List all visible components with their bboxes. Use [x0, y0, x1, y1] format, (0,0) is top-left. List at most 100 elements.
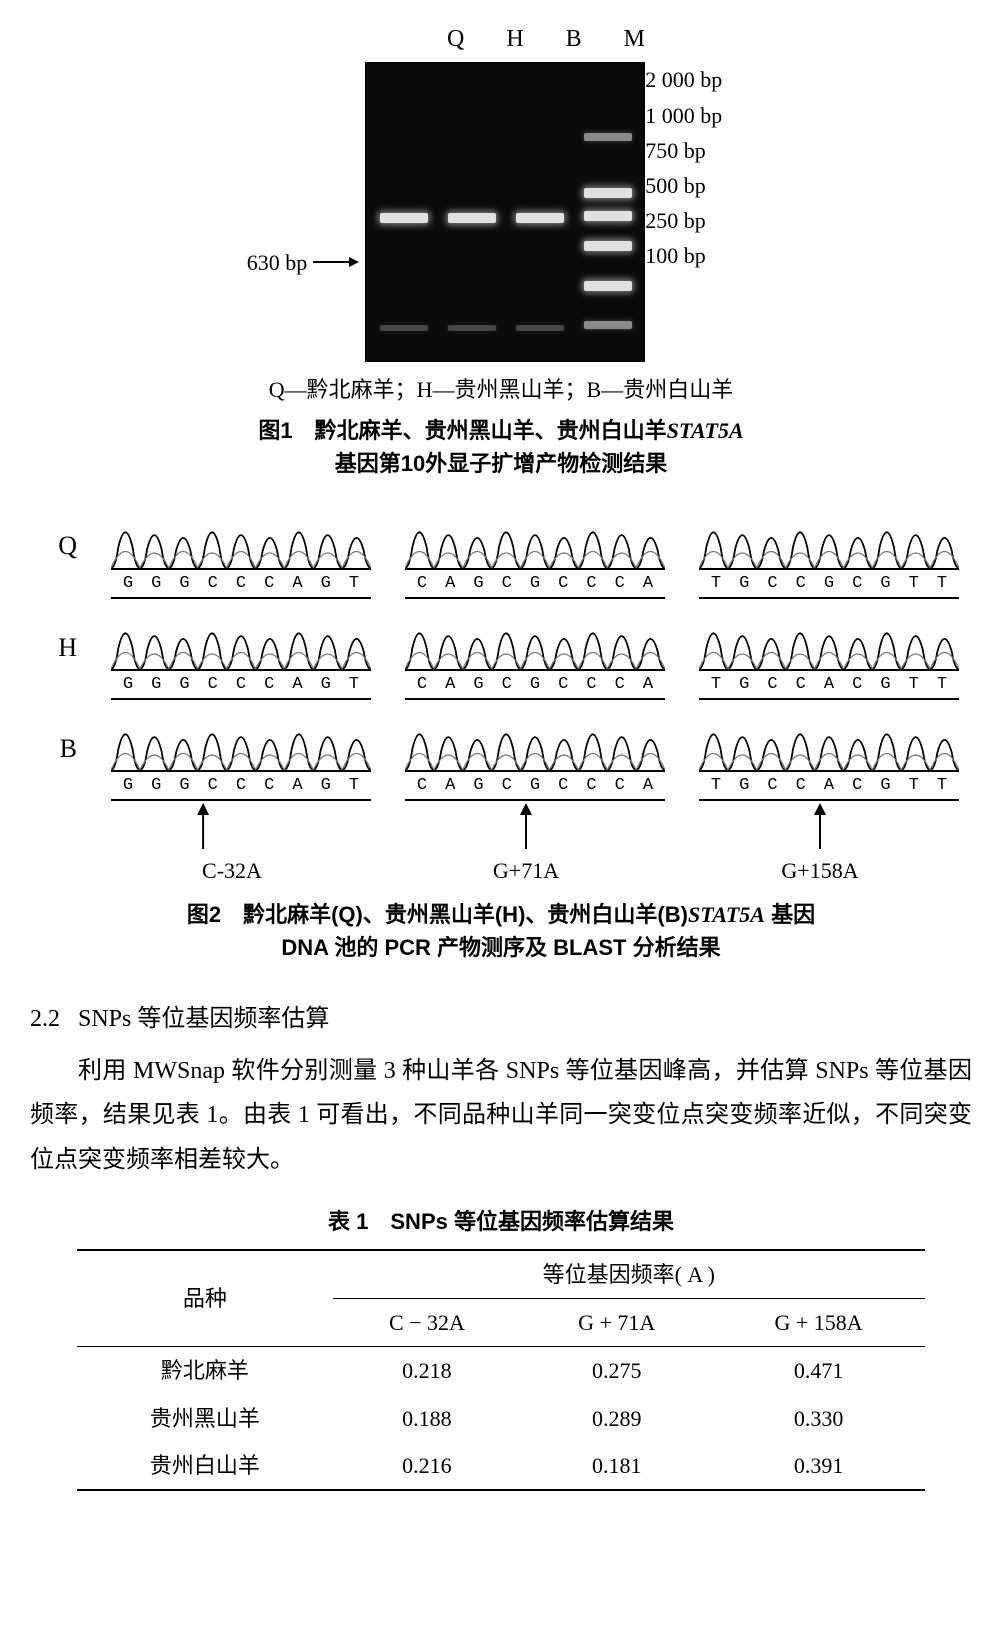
base-letter: T	[901, 570, 927, 597]
base-letter: C	[200, 772, 226, 799]
chrom-sequence: CAGCGCCCA	[405, 669, 665, 700]
ladder-size-label: 500 bp	[645, 168, 755, 203]
base-letter: A	[285, 570, 311, 597]
section-heading: 2.2SNPs 等位基因频率估算	[30, 1000, 972, 1038]
ladder-band	[584, 321, 632, 329]
base-letter: A	[816, 671, 842, 698]
chrom-sequence: CAGCGCCCA	[405, 770, 665, 801]
gel-lane	[578, 63, 638, 361]
ladder-size-label: 250 bp	[645, 203, 755, 238]
base-letter: G	[731, 671, 757, 698]
table-cell-value: 0.188	[333, 1395, 522, 1442]
caption-text: 图2 黔北麻羊(Q)、贵州黑山羊(H)、贵州白山羊(B)	[187, 902, 688, 927]
base-letter: C	[550, 772, 576, 799]
base-letter: G	[466, 671, 492, 698]
base-letter: A	[816, 772, 842, 799]
figure-1-caption: 图1 黔北麻羊、贵州黑山羊、贵州白山羊STAT5A 基因第10外显子扩增产物检测…	[30, 414, 972, 480]
base-letter: A	[285, 671, 311, 698]
table-row: 贵州黑山羊0.1880.2890.330	[77, 1395, 925, 1442]
base-letter: G	[522, 772, 548, 799]
base-letter: G	[115, 671, 141, 698]
base-letter: C	[256, 671, 282, 698]
base-letter: G	[731, 772, 757, 799]
chromatogram-svg	[111, 508, 371, 568]
figure-1-legend: Q—黔北麻羊；H—贵州黑山羊；B—贵州白山羊	[30, 372, 972, 407]
table-row-header: 品种	[77, 1250, 333, 1347]
base-letter: G	[873, 772, 899, 799]
base-letter: A	[635, 671, 661, 698]
base-letter: G	[172, 671, 198, 698]
base-letter: C	[760, 671, 786, 698]
base-letter: G	[816, 570, 842, 597]
base-letter: G	[143, 772, 169, 799]
gel-band-faint	[448, 325, 496, 331]
base-letter: C	[607, 671, 633, 698]
table-cell-value: 0.218	[333, 1347, 522, 1395]
base-letter: G	[873, 671, 899, 698]
base-letter: T	[929, 671, 955, 698]
ladder-band	[584, 188, 632, 198]
gel-band-faint	[516, 325, 564, 331]
gene-name: STAT5A	[688, 902, 765, 927]
chromatogram-svg	[405, 508, 665, 568]
gel-lane-labels: Q H B M	[30, 20, 972, 58]
chromatogram-cell: GGGCCCAGT	[111, 710, 371, 801]
base-letter: G	[313, 570, 339, 597]
base-letter: A	[635, 570, 661, 597]
table-cell-value: 0.181	[521, 1442, 712, 1490]
base-letter: G	[731, 570, 757, 597]
table-cell-name: 贵州白山羊	[77, 1442, 333, 1490]
base-letter: C	[579, 570, 605, 597]
base-letter: C	[760, 772, 786, 799]
band-size-label: 630 bp	[247, 245, 308, 280]
lane-label: Q	[447, 20, 464, 58]
gel-band	[448, 213, 496, 223]
base-letter: T	[703, 570, 729, 597]
table-cell-name: 黔北麻羊	[77, 1347, 333, 1395]
caption-text: 基因	[765, 902, 815, 927]
base-letter: G	[873, 570, 899, 597]
chromatogram-row: QGGGCCCAGTCAGCGCCCATGCCGCGTT	[43, 508, 959, 599]
base-letter: C	[494, 570, 520, 597]
chromatogram-svg	[111, 609, 371, 669]
snp-label: G+158A	[781, 853, 858, 888]
caption-text: 图1 黔北麻羊、贵州黑山羊、贵州白山羊	[258, 418, 666, 443]
snp-arrow-cell: G+71A	[396, 803, 656, 888]
gel-ladder-labels: 2 000 bp1 000 bp750 bp500 bp250 bp100 bp	[645, 62, 755, 362]
base-letter: G	[143, 671, 169, 698]
table-cell-value: 0.289	[521, 1395, 712, 1442]
base-letter: G	[522, 671, 548, 698]
chromatogram-cell: TGCCGCGTT	[699, 508, 959, 599]
base-letter: T	[929, 570, 955, 597]
snp-label: C-32A	[202, 853, 262, 888]
base-letter: G	[313, 772, 339, 799]
base-letter: C	[409, 772, 435, 799]
base-letter: T	[901, 772, 927, 799]
arrow-up-icon	[690, 803, 950, 851]
base-letter: C	[788, 772, 814, 799]
base-letter: C	[579, 772, 605, 799]
base-letter: C	[200, 671, 226, 698]
table-cell-value: 0.275	[521, 1347, 712, 1395]
ladder-band	[584, 281, 632, 291]
base-letter: C	[494, 772, 520, 799]
chromatogram-cell: CAGCGCCCA	[405, 710, 665, 801]
base-letter: C	[409, 570, 435, 597]
base-letter: G	[466, 772, 492, 799]
table-cell-value: 0.471	[712, 1347, 925, 1395]
base-letter: C	[607, 570, 633, 597]
base-letter: A	[437, 671, 463, 698]
base-letter: C	[256, 772, 282, 799]
base-letter: C	[579, 671, 605, 698]
chrom-sequence: GGGCCCAGT	[111, 568, 371, 599]
chrom-sequence: GGGCCCAGT	[111, 770, 371, 801]
body-paragraph: 利用 MWSnap 软件分别测量 3 种山羊各 SNPs 等位基因峰高，并估算 …	[30, 1049, 972, 1182]
chromatogram-cell: TGCCACGTT	[699, 609, 959, 700]
base-letter: G	[313, 671, 339, 698]
gel-lane	[510, 63, 570, 361]
chromatogram-svg	[699, 609, 959, 669]
chrom-sequence: TGCCGCGTT	[699, 568, 959, 599]
base-letter: C	[844, 570, 870, 597]
ladder-size-label: 100 bp	[645, 238, 755, 273]
chrom-sequence: TGCCACGTT	[699, 669, 959, 700]
